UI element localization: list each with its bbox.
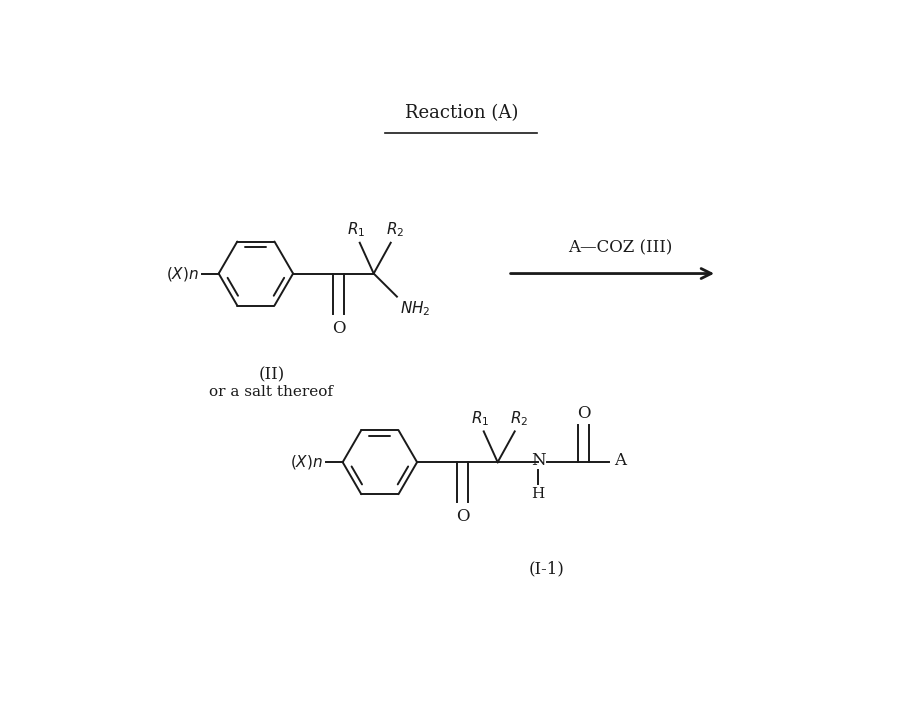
Text: $R_1$: $R_1$ xyxy=(472,409,490,428)
Text: A—COZ (III): A—COZ (III) xyxy=(568,240,672,257)
Text: A: A xyxy=(614,452,626,469)
Text: H: H xyxy=(531,486,544,501)
Text: O: O xyxy=(456,508,470,525)
Text: N: N xyxy=(531,452,545,469)
Text: O: O xyxy=(332,320,346,336)
Text: $(X)n$: $(X)n$ xyxy=(166,264,199,283)
Text: or a salt thereof: or a salt thereof xyxy=(210,385,333,399)
Text: $R_1$: $R_1$ xyxy=(347,220,365,239)
Text: (I-1): (I-1) xyxy=(528,561,564,578)
Text: $(X)n$: $(X)n$ xyxy=(290,453,322,471)
Text: Reaction (A): Reaction (A) xyxy=(405,104,518,122)
Text: $NH_2$: $NH_2$ xyxy=(400,300,430,318)
Text: $R_2$: $R_2$ xyxy=(510,409,528,428)
Text: O: O xyxy=(577,405,590,422)
Text: $R_2$: $R_2$ xyxy=(386,220,404,239)
Text: (II): (II) xyxy=(258,366,284,383)
